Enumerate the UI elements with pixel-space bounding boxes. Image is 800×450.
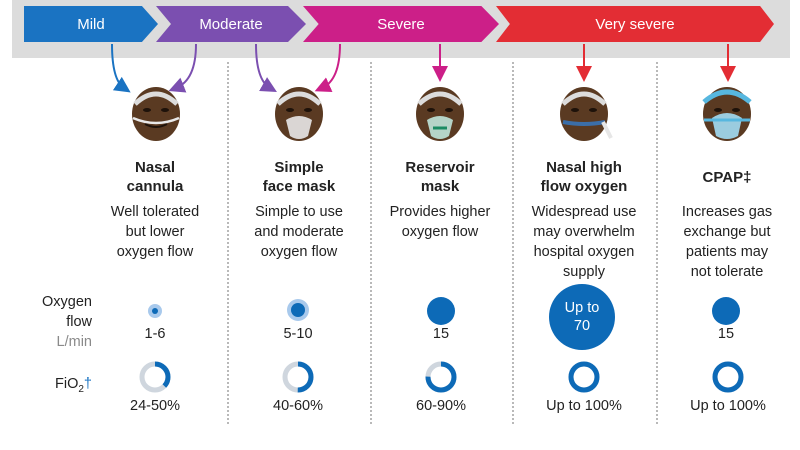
fio2-ring-reservoir-mask [425, 361, 457, 393]
fio2-value-nasal-cannula: 24-50% [130, 398, 180, 414]
severity-moderate-label: Moderate [199, 15, 263, 33]
severity-severe-label: Severe [377, 15, 425, 33]
desc-line: not tolerate [690, 264, 764, 280]
desc-line: exchange but [683, 224, 771, 240]
desc-line: oxygen flow [260, 244, 338, 260]
device-name-cpap: CPAP‡ [662, 168, 792, 187]
fio2-dagger: † [83, 376, 92, 392]
desc-line: and moderate [254, 224, 344, 240]
patient-cpap-icon [702, 87, 752, 141]
arrow-mild-to-cannula [111, 43, 131, 93]
fio2-value-face-mask: 40-60% [273, 398, 323, 414]
flow-circle-face-mask [287, 299, 309, 321]
device-desc-nasal-cannula: Well tolerated but lower oxygen flow [85, 202, 225, 262]
fio2-ring-nasal-cannula [139, 361, 171, 393]
desc-line: oxygen flow [401, 224, 479, 240]
desc-line: hospital oxygen [533, 244, 635, 260]
device-desc-face-mask: Simple to use and moderate oxygen flow [229, 202, 369, 262]
device-name-line: cannula [126, 178, 184, 195]
oxygen-flow-label: Oxygen flow L/min [14, 292, 92, 352]
device-name-line: face mask [262, 178, 336, 195]
device-name-line: Reservoir [405, 159, 475, 176]
device-name-nasal-cannula: Nasal cannula [90, 158, 220, 196]
arrow-moderate-to-facemask [255, 43, 277, 92]
severity-very-severe: Very severe [496, 6, 774, 42]
patient-nasal-cannula-icon [132, 87, 180, 141]
device-name-line: CPAP‡ [702, 169, 752, 186]
flow-value-reservoir-mask: 15 [432, 326, 450, 342]
device-name-line: mask [420, 178, 460, 195]
device-desc-cpap: Increases gas exchange but patients may not… [657, 202, 797, 282]
device-name-high-flow: Nasal high flow oxygen [519, 158, 649, 196]
fio2-value-high-flow: Up to 100% [546, 398, 622, 414]
column-divider [370, 62, 372, 424]
fio2-ring-fill [568, 361, 600, 393]
label-oxygen: Oxygen [42, 294, 92, 310]
desc-line: Simple to use [255, 204, 343, 220]
severity-arrows [111, 43, 736, 93]
device-name-line: Nasal [134, 159, 176, 176]
device-name-line: Nasal high [546, 159, 622, 176]
flow-circle-reservoir-mask [427, 297, 455, 325]
column-divider [656, 62, 658, 424]
desc-line: but lower [125, 224, 185, 240]
fio2-ring-fill [139, 361, 171, 393]
severity-moderate: Moderate [156, 6, 306, 42]
fio2-ring-fill [712, 361, 744, 393]
desc-line: Widespread use [531, 204, 637, 220]
device-name-line: flow oxygen [540, 178, 628, 195]
desc-line: Well tolerated [110, 204, 200, 220]
flow-value-line: Up to [564, 300, 600, 316]
device-name-line: Simple [274, 159, 324, 176]
severity-severe: Severe [303, 6, 499, 42]
fio2-ring-face-mask [282, 361, 314, 393]
flow-circle-cpap [712, 297, 740, 325]
patient-high-flow-icon [560, 87, 613, 141]
severity-mild: Mild [24, 6, 158, 42]
label-unit: L/min [56, 334, 92, 350]
fio2-label: FiO2† [14, 374, 92, 400]
device-desc-reservoir-mask: Provides higher oxygen flow [370, 202, 510, 242]
device-name-reservoir-mask: Reservoir mask [375, 158, 505, 196]
patient-reservoir-mask-icon [416, 87, 464, 141]
label-flow: flow [66, 314, 92, 330]
column-divider [512, 62, 514, 424]
flow-value-face-mask: 5-10 [283, 326, 313, 342]
device-name-face-mask: Simple face mask [234, 158, 364, 196]
desc-line: Provides higher [389, 204, 491, 220]
desc-line: patients may [685, 244, 769, 260]
flow-circle-nasal-cannula [148, 304, 162, 318]
fio2-ring-cpap [712, 361, 744, 393]
flow-value-line: 70 [573, 318, 591, 334]
fio2-text: FiO [55, 376, 79, 392]
fio2-subscript: 2 [78, 383, 84, 395]
severity-very-severe-label: Very severe [595, 15, 675, 33]
severity-mild-label: Mild [77, 15, 105, 33]
desc-line: may overwhelm [533, 224, 635, 240]
flow-value-nasal-cannula: 1-6 [144, 326, 166, 342]
desc-line: Increases gas [681, 204, 773, 220]
column-divider [227, 62, 229, 424]
patient-face-mask-icon [275, 87, 323, 141]
device-desc-high-flow: Widespread use may overwhelm hospital oxyg… [514, 202, 654, 282]
flow-value-cpap: 15 [717, 326, 735, 342]
flow-circle-high-flow: Up to 70 [549, 284, 615, 350]
arrow-moderate-to-cannula [168, 43, 197, 93]
desc-line: oxygen flow [116, 244, 194, 260]
fio2-ring-fill [425, 361, 457, 393]
desc-line: supply [563, 264, 605, 280]
arrow-severe-to-facemask [314, 43, 341, 93]
fio2-ring-fill [282, 361, 314, 393]
fio2-ring-high-flow [568, 361, 600, 393]
fio2-value-cpap: Up to 100% [690, 398, 766, 414]
fio2-value-reservoir-mask: 60-90% [416, 398, 466, 414]
